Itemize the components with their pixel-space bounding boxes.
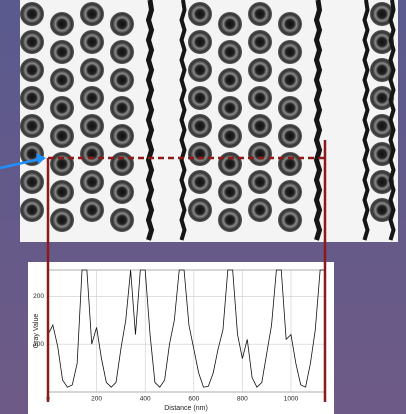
- pore: [110, 180, 134, 204]
- y-tick-label: 200: [33, 293, 44, 300]
- pore: [20, 114, 44, 138]
- pore: [50, 180, 74, 204]
- pore: [80, 142, 104, 166]
- pore: [248, 170, 272, 194]
- pore: [20, 86, 44, 110]
- pore: [80, 58, 104, 82]
- pore: [50, 208, 74, 232]
- pore: [110, 40, 134, 64]
- pore: [248, 142, 272, 166]
- micrograph: [20, 0, 398, 242]
- wall-band: [149, 0, 152, 240]
- pore: [188, 114, 212, 138]
- pore: [80, 30, 104, 54]
- pore: [188, 30, 212, 54]
- pore: [278, 152, 302, 176]
- pore: [278, 124, 302, 148]
- pore: [20, 170, 44, 194]
- plot-frame: [28, 262, 334, 414]
- pore: [80, 198, 104, 222]
- pore: [20, 30, 44, 54]
- pore: [110, 12, 134, 36]
- pore: [110, 152, 134, 176]
- pore: [80, 114, 104, 138]
- x-axis-label: Distance (nm): [164, 405, 208, 412]
- pore: [278, 12, 302, 36]
- pore: [110, 68, 134, 92]
- pore: [50, 12, 74, 36]
- pore: [50, 68, 74, 92]
- pore: [278, 180, 302, 204]
- pore: [248, 198, 272, 222]
- pore: [20, 58, 44, 82]
- pore: [218, 152, 242, 176]
- pore: [248, 58, 272, 82]
- pore: [188, 2, 212, 26]
- pore: [50, 124, 74, 148]
- screenshot: Distance (nm) Gray Value 100200020040060…: [0, 0, 406, 414]
- pore: [50, 40, 74, 64]
- pore: [218, 68, 242, 92]
- pore: [218, 208, 242, 232]
- pore: [50, 96, 74, 120]
- pore: [20, 2, 44, 26]
- pore: [188, 170, 212, 194]
- pore: [278, 40, 302, 64]
- y-tick-label: 100: [33, 341, 44, 348]
- pore: [80, 86, 104, 110]
- pore: [248, 114, 272, 138]
- pore: [248, 30, 272, 54]
- pore: [20, 198, 44, 222]
- pore: [80, 2, 104, 26]
- x-tick-label: 1000: [284, 396, 299, 403]
- pore: [188, 198, 212, 222]
- pore: [80, 170, 104, 194]
- pore: [110, 96, 134, 120]
- pore: [248, 86, 272, 110]
- pore: [278, 68, 302, 92]
- pore: [110, 208, 134, 232]
- x-tick-label: 800: [237, 396, 248, 403]
- pore: [50, 152, 74, 176]
- x-tick-label: 600: [188, 396, 199, 403]
- pore: [278, 208, 302, 232]
- pore: [248, 2, 272, 26]
- pore: [110, 124, 134, 148]
- x-tick-label: 200: [91, 396, 102, 403]
- pore: [188, 142, 212, 166]
- pore: [218, 12, 242, 36]
- pore: [218, 40, 242, 64]
- pore: [278, 96, 302, 120]
- pore: [218, 96, 242, 120]
- pore: [188, 58, 212, 82]
- pore: [218, 180, 242, 204]
- pore: [188, 86, 212, 110]
- x-tick-label: 400: [140, 396, 151, 403]
- wall-band: [317, 0, 320, 240]
- pore: [218, 124, 242, 148]
